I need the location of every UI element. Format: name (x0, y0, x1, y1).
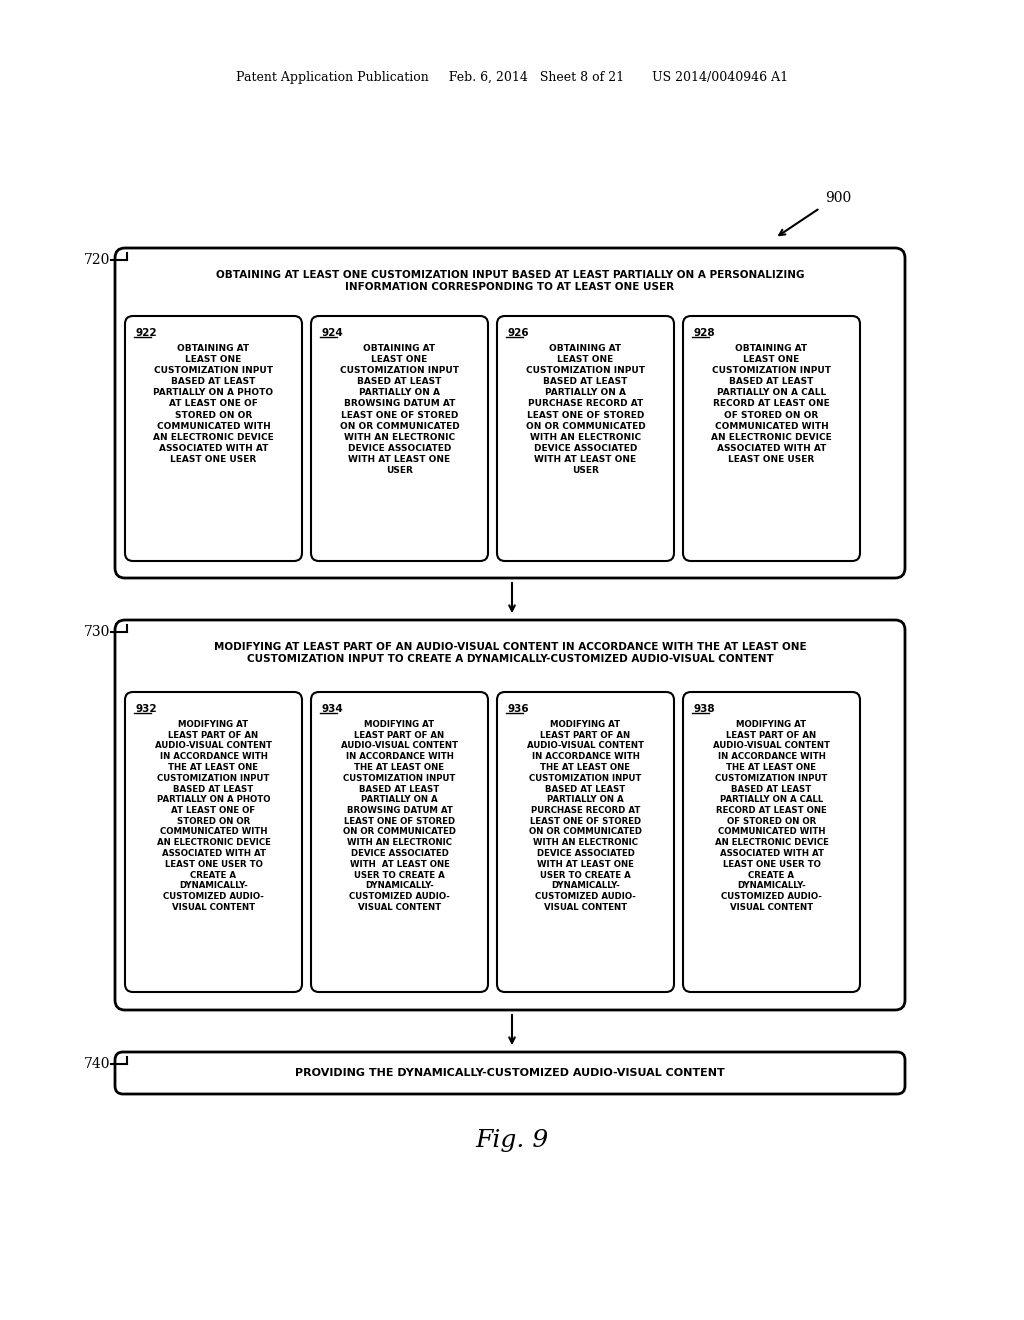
Text: 928: 928 (693, 327, 715, 338)
FancyBboxPatch shape (683, 315, 860, 561)
FancyBboxPatch shape (125, 315, 302, 561)
Text: OBTAINING AT
LEAST ONE
CUSTOMIZATION INPUT
BASED AT LEAST
PARTIALLY ON A CALL
RE: OBTAINING AT LEAST ONE CUSTOMIZATION INP… (711, 345, 831, 465)
FancyBboxPatch shape (115, 248, 905, 578)
FancyBboxPatch shape (497, 692, 674, 993)
Text: 938: 938 (693, 704, 715, 714)
Text: 730: 730 (84, 624, 110, 639)
Text: MODIFYING AT
LEAST PART OF AN
AUDIO-VISUAL CONTENT
IN ACCORDANCE WITH
THE AT LEA: MODIFYING AT LEAST PART OF AN AUDIO-VISU… (155, 719, 272, 912)
Text: MODIFYING AT LEAST PART OF AN AUDIO-VISUAL CONTENT IN ACCORDANCE WITH THE AT LEA: MODIFYING AT LEAST PART OF AN AUDIO-VISU… (214, 642, 806, 664)
Text: 900: 900 (825, 191, 851, 205)
Text: Patent Application Publication     Feb. 6, 2014   Sheet 8 of 21       US 2014/00: Patent Application Publication Feb. 6, 2… (236, 71, 788, 84)
Text: OBTAINING AT LEAST ONE CUSTOMIZATION INPUT BASED AT LEAST PARTIALLY ON A PERSONA: OBTAINING AT LEAST ONE CUSTOMIZATION INP… (216, 271, 804, 292)
Text: 934: 934 (321, 704, 343, 714)
Text: MODIFYING AT
LEAST PART OF AN
AUDIO-VISUAL CONTENT
IN ACCORDANCE WITH
THE AT LEA: MODIFYING AT LEAST PART OF AN AUDIO-VISU… (527, 719, 644, 912)
Text: PROVIDING THE DYNAMICALLY-CUSTOMIZED AUDIO-VISUAL CONTENT: PROVIDING THE DYNAMICALLY-CUSTOMIZED AUD… (295, 1068, 725, 1078)
Text: 924: 924 (321, 327, 343, 338)
FancyBboxPatch shape (115, 620, 905, 1010)
Text: OBTAINING AT
LEAST ONE
CUSTOMIZATION INPUT
BASED AT LEAST
PARTIALLY ON A
BROWSIN: OBTAINING AT LEAST ONE CUSTOMIZATION INP… (340, 345, 460, 475)
Text: MODIFYING AT
LEAST PART OF AN
AUDIO-VISUAL CONTENT
IN ACCORDANCE WITH
THE AT LEA: MODIFYING AT LEAST PART OF AN AUDIO-VISU… (341, 719, 458, 912)
FancyBboxPatch shape (683, 692, 860, 993)
Text: 922: 922 (135, 327, 157, 338)
Text: 932: 932 (135, 704, 157, 714)
Text: OBTAINING AT
LEAST ONE
CUSTOMIZATION INPUT
BASED AT LEAST
PARTIALLY ON A
PURCHAS: OBTAINING AT LEAST ONE CUSTOMIZATION INP… (525, 345, 645, 475)
Text: MODIFYING AT
LEAST PART OF AN
AUDIO-VISUAL CONTENT
IN ACCORDANCE WITH
THE AT LEA: MODIFYING AT LEAST PART OF AN AUDIO-VISU… (713, 719, 830, 912)
FancyBboxPatch shape (497, 315, 674, 561)
Text: 926: 926 (507, 327, 528, 338)
Text: 936: 936 (507, 704, 528, 714)
Text: 720: 720 (84, 253, 110, 267)
Text: Fig. 9: Fig. 9 (475, 1129, 549, 1151)
FancyBboxPatch shape (311, 315, 488, 561)
FancyBboxPatch shape (115, 1052, 905, 1094)
FancyBboxPatch shape (125, 692, 302, 993)
Text: 740: 740 (84, 1057, 110, 1071)
Text: OBTAINING AT
LEAST ONE
CUSTOMIZATION INPUT
BASED AT LEAST
PARTIALLY ON A PHOTO
A: OBTAINING AT LEAST ONE CUSTOMIZATION INP… (154, 345, 273, 465)
FancyBboxPatch shape (311, 692, 488, 993)
